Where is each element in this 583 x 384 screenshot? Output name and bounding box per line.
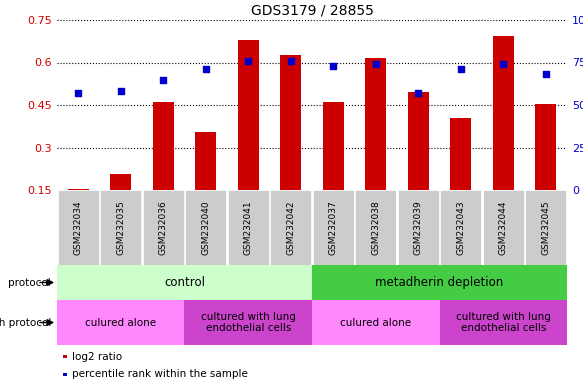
- Bar: [195, 132, 216, 190]
- Text: metadherin depletion: metadherin depletion: [375, 276, 504, 289]
- Text: cultured with lung
endothelial cells: cultured with lung endothelial cells: [201, 312, 296, 333]
- Point: [201, 66, 210, 72]
- Bar: [322, 102, 344, 190]
- Bar: [365, 58, 387, 190]
- Bar: [493, 36, 514, 190]
- Text: percentile rank within the sample: percentile rank within the sample: [72, 369, 248, 379]
- Bar: [535, 104, 556, 190]
- Point: [371, 61, 381, 67]
- Point: [498, 61, 508, 67]
- Point: [244, 58, 253, 64]
- Point: [159, 76, 168, 83]
- Point: [286, 58, 296, 64]
- Bar: [280, 55, 301, 190]
- Text: GSM232035: GSM232035: [116, 200, 125, 255]
- Text: GSM232037: GSM232037: [329, 200, 338, 255]
- Text: control: control: [164, 276, 205, 289]
- Text: GSM232044: GSM232044: [498, 200, 508, 255]
- Text: log2 ratio: log2 ratio: [72, 352, 122, 362]
- Point: [541, 71, 550, 78]
- Text: GSM232036: GSM232036: [159, 200, 168, 255]
- Text: GSM232034: GSM232034: [74, 200, 83, 255]
- Text: culured alone: culured alone: [340, 318, 412, 328]
- Text: GSM232038: GSM232038: [371, 200, 380, 255]
- Title: GDS3179 / 28855: GDS3179 / 28855: [251, 3, 374, 17]
- Text: GSM232039: GSM232039: [414, 200, 423, 255]
- Point: [413, 90, 423, 96]
- Text: GSM232045: GSM232045: [541, 200, 550, 255]
- Text: protocol: protocol: [8, 278, 51, 288]
- Bar: [153, 102, 174, 190]
- Bar: [450, 118, 472, 190]
- Text: GSM232042: GSM232042: [286, 200, 295, 255]
- Point: [116, 88, 125, 94]
- Text: GSM232040: GSM232040: [201, 200, 210, 255]
- Text: growth protocol: growth protocol: [0, 318, 51, 328]
- Bar: [110, 174, 131, 190]
- Text: culured alone: culured alone: [85, 318, 156, 328]
- Point: [73, 90, 83, 96]
- Point: [329, 63, 338, 69]
- Text: GSM232041: GSM232041: [244, 200, 253, 255]
- Point: [456, 66, 465, 72]
- Text: cultured with lung
endothelial cells: cultured with lung endothelial cells: [456, 312, 551, 333]
- Bar: [408, 92, 429, 190]
- Bar: [68, 189, 89, 190]
- Bar: [238, 40, 259, 190]
- Text: GSM232043: GSM232043: [456, 200, 465, 255]
